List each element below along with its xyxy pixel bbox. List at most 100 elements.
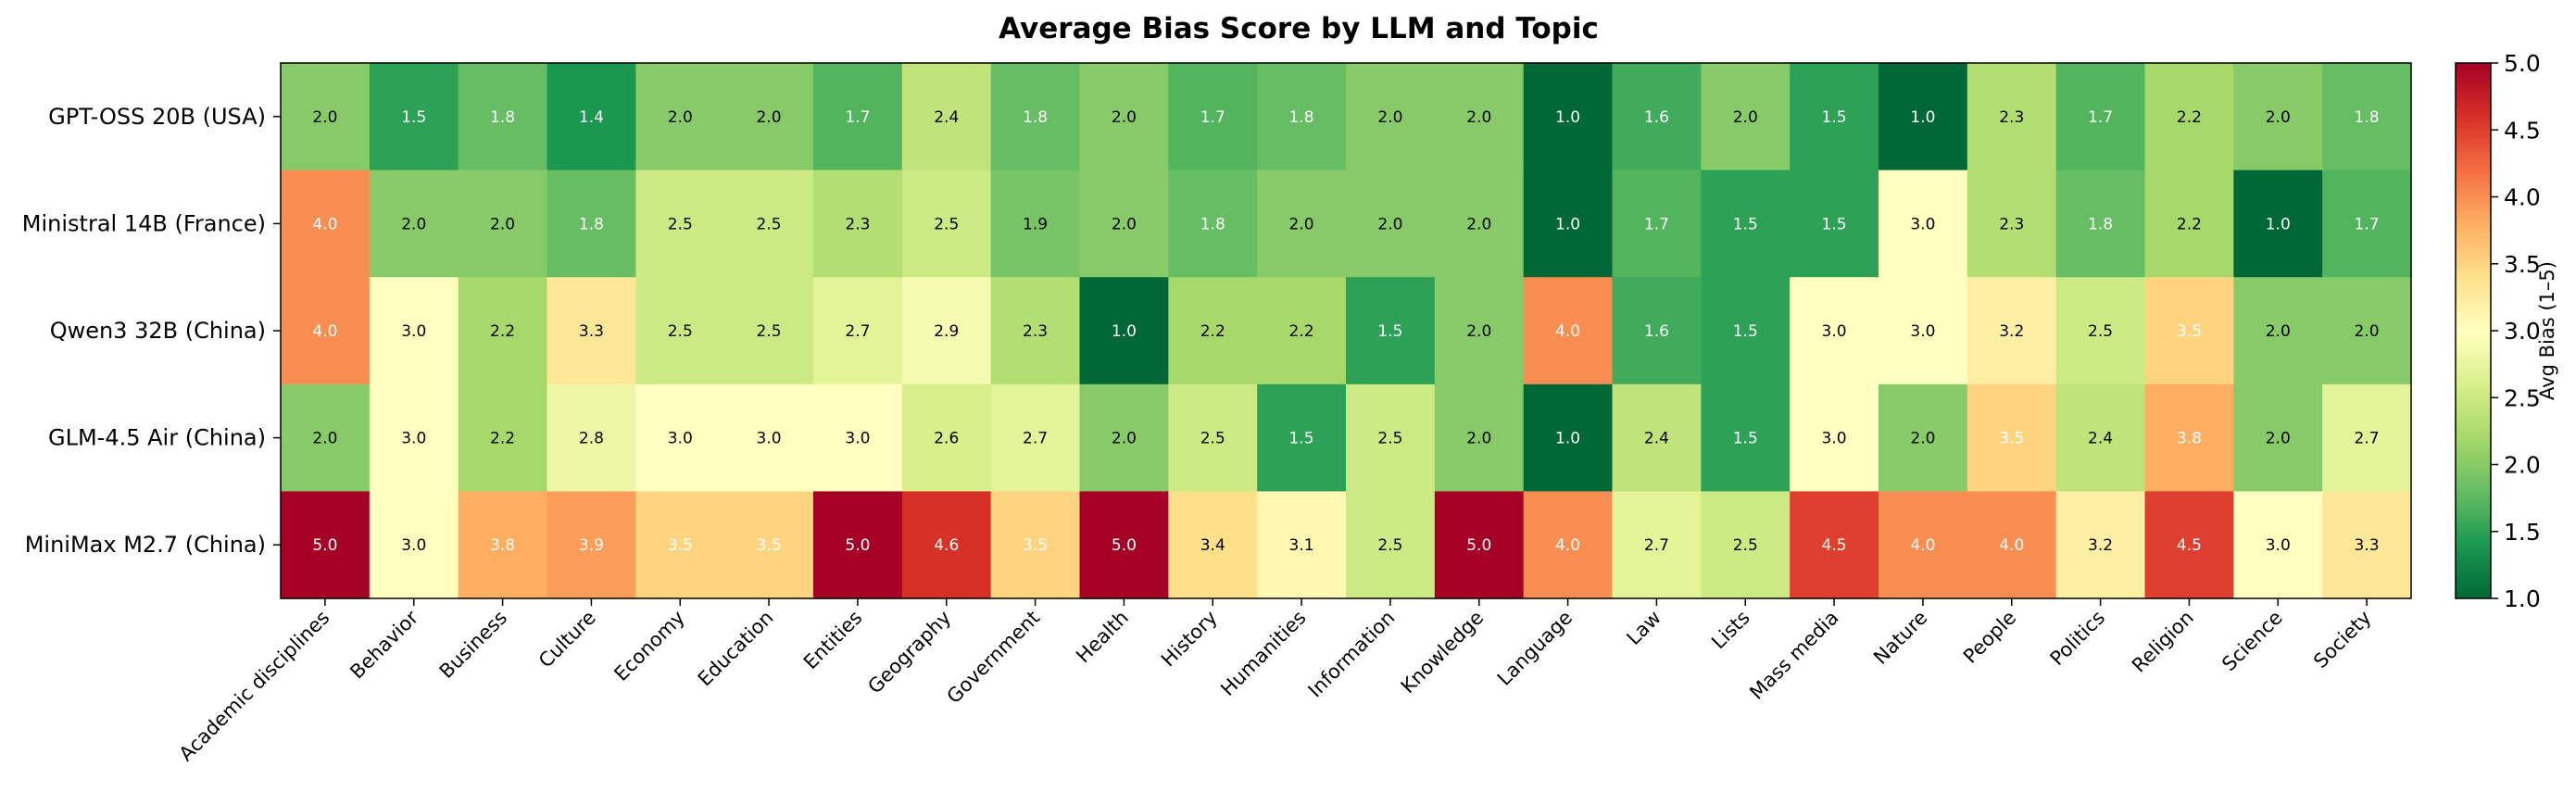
heatmap-cell xyxy=(635,170,725,278)
heatmap-cell xyxy=(1434,63,1525,171)
cell-value-label: 2.4 xyxy=(2088,430,2113,448)
cell-value-label: 1.7 xyxy=(845,108,870,127)
cell-value-label: 2.5 xyxy=(668,215,693,233)
cell-value-label: 3.0 xyxy=(401,322,426,341)
column-label: Language xyxy=(1493,607,1577,690)
heatmap-cell xyxy=(1879,170,1968,278)
heatmap-cell xyxy=(1967,383,2057,492)
colorbar-tick-label: 5.0 xyxy=(2504,50,2541,77)
heatmap-cell xyxy=(1523,170,1614,278)
cell-value-label: 5.0 xyxy=(845,536,870,555)
cell-value-label: 2.0 xyxy=(1733,108,1758,127)
cell-value-label: 3.3 xyxy=(579,322,604,341)
heatmap-cell xyxy=(547,383,636,492)
cell-value-label: 2.3 xyxy=(845,215,870,233)
heatmap-cell xyxy=(1079,491,1169,599)
heatmap-cell xyxy=(281,170,371,278)
heatmap-cell xyxy=(2144,170,2234,278)
cell-value-label: 2.0 xyxy=(401,215,426,233)
heatmap-cell xyxy=(901,383,992,492)
heatmap-cell xyxy=(281,63,371,171)
heatmap-cell xyxy=(369,383,459,492)
column-label: Education xyxy=(694,607,778,691)
cell-value-label: 4.5 xyxy=(1822,536,1847,555)
cell-value-label: 3.0 xyxy=(1910,215,1935,233)
cell-value-label: 2.0 xyxy=(2355,322,2380,341)
cell-value-label: 2.4 xyxy=(934,108,959,127)
row-label: MiniMax M2.7 (China) xyxy=(25,532,266,558)
heatmap-cell xyxy=(1790,170,1879,278)
heatmap-cell xyxy=(1523,277,1614,385)
cell-value-label: 2.5 xyxy=(668,322,693,341)
cell-value-label: 3.0 xyxy=(1822,430,1847,448)
cell-value-label: 3.2 xyxy=(2088,536,2113,555)
cell-value-label: 1.9 xyxy=(1023,215,1048,233)
cell-value-label: 1.8 xyxy=(1289,108,1314,127)
heatmap-cell xyxy=(1346,491,1436,599)
heatmap-cell xyxy=(1079,170,1169,278)
cell-value-label: 1.8 xyxy=(2355,108,2380,127)
heatmap-cell xyxy=(2322,170,2412,278)
column-label: Politics xyxy=(2046,607,2110,671)
heatmap-cell-labels: 2.0 1.5 1.8 1.4 2.0 2.0 1.7 2.4 1.8 2.0 1.7 1.8 2.0 2… xyxy=(312,108,2379,555)
heatmap-cell xyxy=(1523,383,1614,492)
cell-value-label: 1.6 xyxy=(1644,108,1669,127)
cell-value-label: 3.0 xyxy=(845,430,870,448)
cell-value-label: 2.0 xyxy=(490,215,515,233)
cell-value-label: 2.0 xyxy=(1466,215,1491,233)
heatmap-cell xyxy=(1967,170,2057,278)
column-label: Religion xyxy=(2128,607,2198,677)
heatmap-cell xyxy=(1523,63,1614,171)
cell-value-label: 1.4 xyxy=(579,108,604,127)
heatmap-cell xyxy=(813,277,903,385)
heatmap-cell xyxy=(547,277,636,385)
heatmap-cell xyxy=(1701,63,1791,171)
heatmap-cell xyxy=(547,170,636,278)
cell-value-label: 2.0 xyxy=(1112,215,1137,233)
heatmap-cell xyxy=(724,170,814,278)
cell-value-label: 1.5 xyxy=(1822,215,1847,233)
heatmap-cell xyxy=(724,491,814,599)
heatmap-cell xyxy=(1701,491,1791,599)
heatmap-cell xyxy=(990,170,1081,278)
row-label: GLM-4.5 Air (China) xyxy=(48,425,266,451)
heatmap-cell xyxy=(1701,277,1791,385)
column-labels: Academic disciplines Behavior Business Cult… xyxy=(175,606,2376,765)
heatmap-cell xyxy=(1612,383,1702,492)
heatmap-cell xyxy=(990,277,1081,385)
cell-value-label: 2.0 xyxy=(312,108,337,127)
cell-value-label: 2.2 xyxy=(490,430,515,448)
cell-value-label: 4.0 xyxy=(1910,536,1935,555)
cell-value-label: 1.5 xyxy=(401,108,426,127)
chart-title: Average Bias Score by LLM and Topic xyxy=(999,12,1599,45)
column-label: Information xyxy=(1304,607,1400,702)
heatmap-cell xyxy=(1879,277,1968,385)
cell-value-label: 1.6 xyxy=(1644,322,1669,341)
heatmap-cell xyxy=(2144,63,2234,171)
heatmap-cell xyxy=(2233,63,2323,171)
heatmap-cell xyxy=(1079,63,1169,171)
cell-value-label: 1.0 xyxy=(1555,215,1580,233)
column-label: Business xyxy=(435,607,511,683)
cell-value-label: 3.0 xyxy=(2266,536,2291,555)
heatmap-cell xyxy=(1523,491,1614,599)
cell-value-label: 4.6 xyxy=(934,536,959,555)
colorbar-tick-label: 4.0 xyxy=(2504,184,2541,211)
cell-value-label: 1.5 xyxy=(1289,430,1314,448)
colorbar-gradient xyxy=(2455,62,2492,599)
cell-value-label: 3.0 xyxy=(757,430,782,448)
heatmap-cell xyxy=(1434,491,1525,599)
cell-value-label: 4.5 xyxy=(2177,536,2202,555)
heatmap-cell xyxy=(2233,383,2323,492)
heatmap-cell xyxy=(281,491,371,599)
heatmap-cell xyxy=(1079,383,1169,492)
heatmap-cell xyxy=(2322,63,2412,171)
cell-value-label: 2.0 xyxy=(2266,322,2291,341)
column-label: Mass media xyxy=(1745,607,1842,704)
cell-value-label: 2.7 xyxy=(845,322,870,341)
heatmap-cell xyxy=(2055,491,2146,599)
cell-value-label: 2.0 xyxy=(1377,108,1402,127)
cell-value-label: 2.5 xyxy=(1377,536,1402,555)
heatmap-cell xyxy=(369,277,459,385)
colorbar-tick-label: 2.0 xyxy=(2504,452,2541,479)
